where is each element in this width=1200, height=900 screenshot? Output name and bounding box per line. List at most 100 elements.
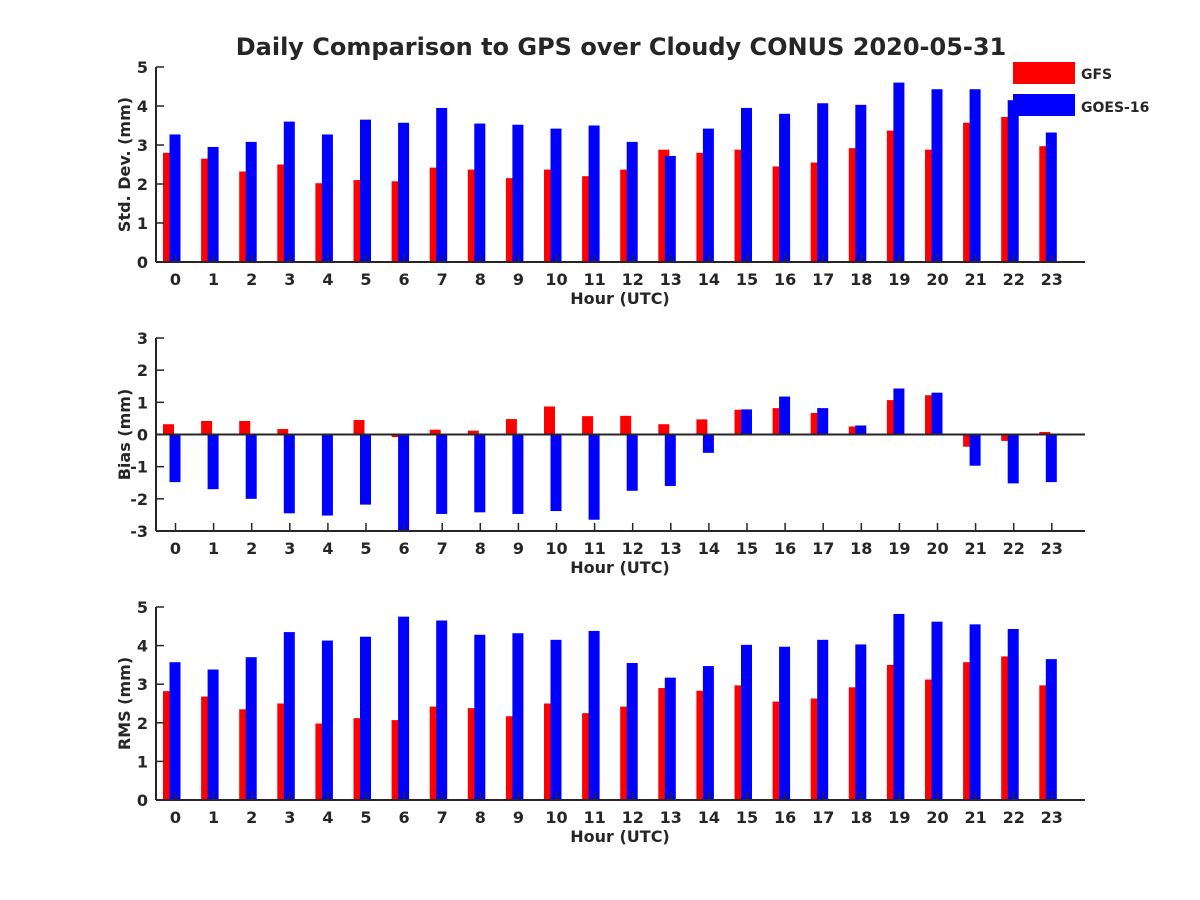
bar-goes-16-3 [283, 434, 295, 514]
x-tick-label: 6 [399, 270, 410, 289]
bar-goes-16-12 [626, 434, 638, 491]
x-tick-label: 21 [964, 539, 986, 558]
bar-gfs-0 [163, 152, 174, 262]
bar-goes-16-1 [207, 146, 219, 262]
bar-goes-16-2 [245, 434, 257, 499]
bar-goes-16-5 [360, 119, 371, 263]
bar-goes-16-19 [893, 82, 905, 262]
bar-gfs-10 [544, 703, 555, 800]
bar-goes-16-6 [398, 122, 410, 263]
x-tick-label: 8 [475, 808, 486, 827]
bar-gfs-17 [810, 698, 822, 800]
bar-goes-16-21 [969, 434, 981, 466]
y-tick-label: -3 [130, 522, 148, 541]
bar-gfs-21 [963, 662, 975, 800]
bar-gfs-22 [1001, 656, 1013, 800]
bar-gfs-18 [848, 148, 860, 262]
bar-gfs-20 [925, 679, 936, 800]
x-tick-label: 22 [1003, 539, 1025, 558]
x-tick-label: 23 [1041, 539, 1063, 558]
x-tick-label: 5 [360, 270, 371, 289]
x-tick-label: 23 [1041, 270, 1063, 289]
y-tick-label: 0 [137, 791, 148, 810]
x-tick-label: 2 [246, 808, 257, 827]
bar-goes-16-13 [664, 155, 676, 262]
bar-goes-16-19 [893, 388, 905, 435]
x-tick-label: 3 [284, 270, 295, 289]
bar-gfs-7 [429, 706, 441, 800]
x-tick-label: 12 [622, 808, 644, 827]
x-tick-label: 1 [208, 270, 219, 289]
bar-goes-16-13 [664, 677, 676, 800]
bar-goes-16-17 [817, 103, 829, 263]
x-tick-label: 19 [888, 270, 910, 289]
bar-gfs-6 [391, 181, 403, 262]
x-tick-label: 18 [850, 270, 872, 289]
legend-swatch-gfs [1013, 62, 1075, 84]
bar-gfs-15 [734, 685, 746, 800]
bar-gfs-9 [505, 178, 517, 262]
x-tick-label: 9 [513, 539, 524, 558]
x-tick-label: 3 [284, 808, 295, 827]
x-tick-label: 18 [850, 539, 872, 558]
bar-gfs-3 [277, 703, 289, 800]
bar-goes-16-13 [664, 434, 676, 486]
bar-goes-16-7 [436, 434, 448, 514]
bar-gfs-11 [582, 713, 594, 800]
bar-gfs-10 [544, 406, 555, 435]
bar-goes-16-9 [512, 633, 524, 800]
bar-goes-16-12 [626, 662, 638, 800]
bar-gfs-16 [772, 166, 784, 262]
x-tick-label: 12 [622, 270, 644, 289]
bar-goes-16-18 [855, 644, 867, 800]
x-tick-label: 7 [437, 539, 448, 558]
x-tick-label: 0 [170, 539, 181, 558]
bar-gfs-16 [772, 408, 784, 435]
x-tick-label: 1 [208, 539, 219, 558]
bar-gfs-2 [239, 171, 251, 262]
x-tick-label: 17 [812, 808, 834, 827]
bar-goes-16-21 [969, 89, 981, 262]
x-tick-label: 9 [513, 270, 524, 289]
x-tick-label: 17 [812, 270, 834, 289]
bar-goes-16-10 [550, 434, 562, 512]
y-tick-label: 2 [137, 361, 148, 380]
bar-gfs-19 [886, 664, 898, 800]
x-tick-label: 13 [660, 539, 682, 558]
bar-goes-16-16 [779, 396, 791, 435]
bar-goes-16-23 [1045, 434, 1057, 483]
y-tick-label: 2 [137, 175, 148, 194]
x-tick-label: 1 [208, 808, 219, 827]
bar-goes-16-18 [855, 425, 867, 435]
y-tick-label: -2 [130, 490, 148, 509]
bar-gfs-23 [1039, 146, 1051, 262]
bar-goes-16-11 [588, 125, 600, 262]
y-tick-label: 1 [137, 393, 148, 412]
bar-goes-16-14 [702, 128, 714, 262]
x-tick-label: 2 [246, 539, 257, 558]
y-tick-label: 0 [137, 253, 148, 272]
x-tick-label: 22 [1003, 808, 1025, 827]
bar-goes-16-11 [588, 630, 600, 800]
bar-gfs-0 [163, 691, 174, 800]
bar-gfs-10 [544, 169, 555, 262]
bar-gfs-7 [429, 167, 441, 262]
bar-gfs-3 [277, 429, 289, 435]
bar-gfs-5 [353, 718, 365, 800]
x-tick-label: 21 [964, 808, 986, 827]
bar-gfs-0 [163, 424, 174, 435]
x-tick-label: 21 [964, 270, 986, 289]
bar-gfs-2 [239, 420, 251, 435]
bar-goes-16-6 [398, 616, 410, 800]
x-axis-label: Hour (UTC) [570, 827, 670, 846]
x-tick-label: 6 [399, 539, 410, 558]
bar-goes-16-15 [741, 644, 752, 800]
bar-goes-16-16 [779, 113, 791, 262]
y-tick-label: -1 [130, 458, 148, 477]
bar-goes-16-0 [169, 134, 181, 262]
bar-gfs-1 [201, 420, 213, 435]
x-tick-label: 13 [660, 270, 682, 289]
bar-goes-16-23 [1045, 659, 1057, 800]
y-tick-label: 1 [137, 214, 148, 233]
x-tick-label: 23 [1041, 808, 1063, 827]
